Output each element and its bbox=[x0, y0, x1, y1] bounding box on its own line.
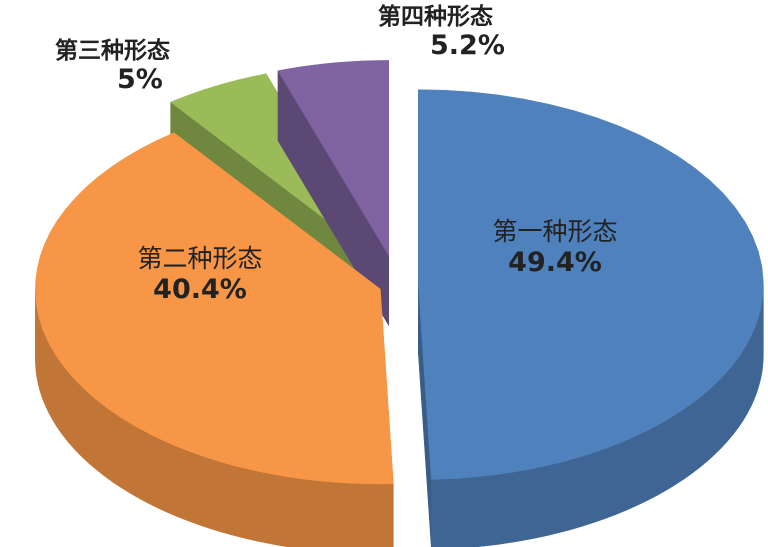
label-slice-1-name: 第一种形态 bbox=[492, 217, 618, 246]
label-slice-2: 第二种形态 40.4% bbox=[100, 244, 300, 305]
slice-1-top bbox=[418, 89, 764, 480]
label-slice-3: 第三种形态 5% bbox=[55, 38, 235, 95]
label-slice-4-name: 第四种形态 bbox=[378, 4, 493, 30]
slice-4-top bbox=[277, 60, 389, 257]
label-slice-2-value: 40.4% bbox=[153, 273, 247, 305]
label-slice-1: 第一种形态 49.4% bbox=[455, 217, 655, 278]
slice-2-top bbox=[35, 132, 394, 485]
label-slice-2-name: 第二种形态 bbox=[137, 244, 263, 273]
label-slice-1-value: 49.4% bbox=[508, 246, 602, 278]
label-slice-3-value: 5% bbox=[117, 64, 163, 96]
label-slice-3-name: 第三种形态 bbox=[55, 38, 170, 64]
label-slice-4: 第四种形态 5.2% bbox=[378, 4, 558, 61]
label-slice-4-value: 5.2% bbox=[430, 30, 505, 62]
